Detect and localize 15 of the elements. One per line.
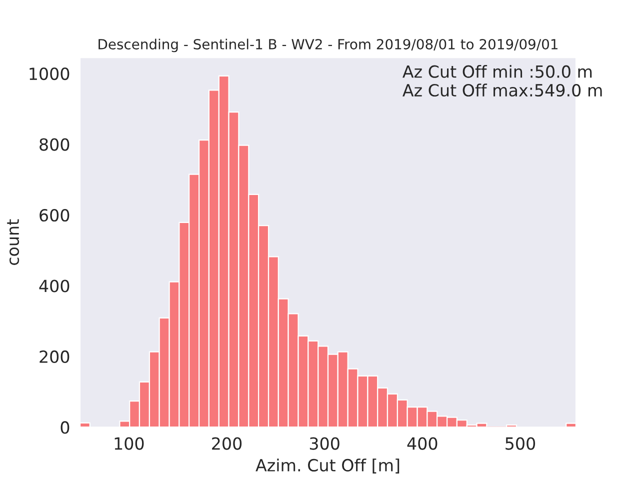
x-tick-label: 500 [506, 437, 536, 450]
y-tick-label: 200 [40, 350, 70, 364]
x-tick-label: 400 [407, 437, 438, 450]
chart-title: Descending - Sentinel-1 B - WV2 - From 2019/08/01 to 2019/09/01 [98, 38, 558, 52]
y-tick-label: 1000 [30, 67, 70, 80]
y-tick-label: 400 [39, 280, 70, 292]
y-tick-label: 0 [60, 421, 70, 434]
x-tick-label: 100 [114, 437, 144, 450]
x-tick-label: 300 [310, 437, 340, 450]
annotation: Az Cut Off min :50.0 m Az Cut Off max:549.0 m [402, 64, 602, 97]
x-axis-title: Azim. Cut Off [m] [256, 458, 400, 474]
y-tick-label: 800 [40, 138, 70, 151]
y-axis-title: count [7, 219, 20, 265]
x-tick-label: 200 [212, 437, 242, 450]
y-tick-label: 600 [40, 208, 70, 222]
